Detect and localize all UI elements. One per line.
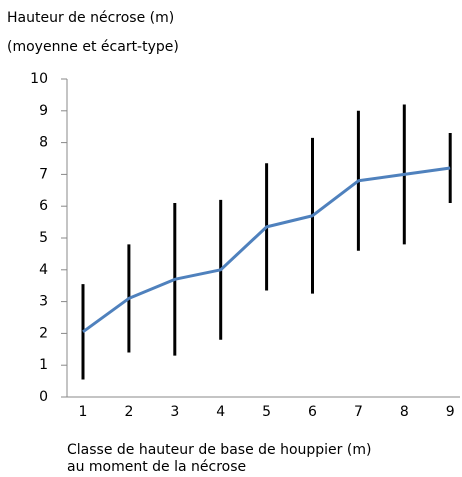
y-tick-label: 5 xyxy=(39,230,48,246)
x-tick-label: 6 xyxy=(308,404,317,420)
y-tick-label: 3 xyxy=(39,294,48,310)
x-tick-label: 5 xyxy=(262,404,271,420)
y-tick-label: 2 xyxy=(39,325,48,341)
y-tick-label: 9 xyxy=(39,103,48,119)
y-tick-label: 1 xyxy=(39,357,48,373)
y-tick-label: 7 xyxy=(39,166,48,182)
x-tick-label: 3 xyxy=(170,404,179,420)
y-tick-label: 8 xyxy=(39,135,48,151)
x-tick-label: 4 xyxy=(216,404,225,420)
x-axis-title: au moment de la nécrose xyxy=(67,459,246,475)
x-tick-label: 9 xyxy=(446,404,455,420)
x-tick-label: 7 xyxy=(354,404,363,420)
chart-title: Hauteur de nécrose (m) xyxy=(7,10,174,26)
chart-subtitle: (moyenne et écart-type) xyxy=(7,39,179,55)
x-tick-label: 8 xyxy=(400,404,409,420)
y-tick-label: 4 xyxy=(39,262,48,278)
x-axis-title: Classe de hauteur de base de houppier (m… xyxy=(67,442,371,458)
y-tick-label: 0 xyxy=(39,389,48,405)
y-tick-label: 10 xyxy=(30,71,48,87)
x-tick-label: 2 xyxy=(124,404,133,420)
y-tick-label: 6 xyxy=(39,198,48,214)
x-tick-label: 1 xyxy=(79,404,88,420)
data-line xyxy=(82,166,451,334)
